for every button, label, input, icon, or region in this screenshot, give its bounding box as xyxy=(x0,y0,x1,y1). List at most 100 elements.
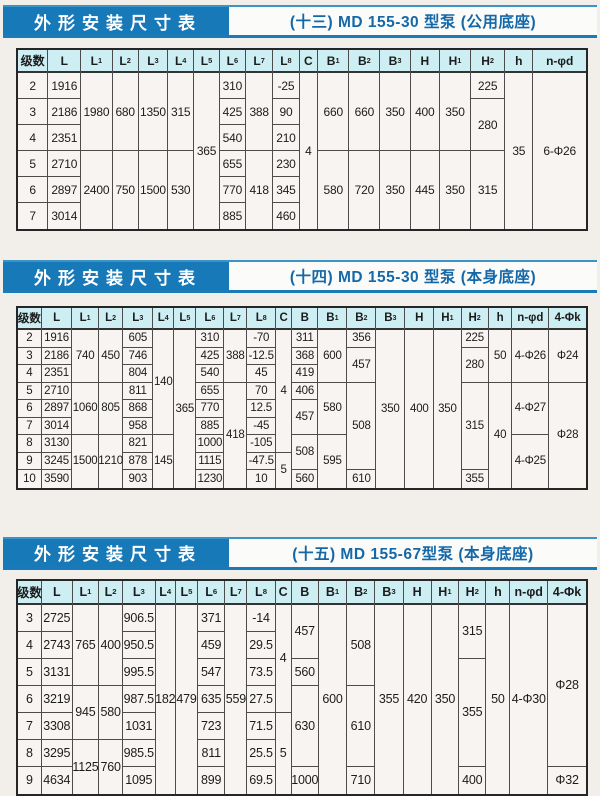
table-cell: 600 xyxy=(318,330,347,383)
table-cell: 425 xyxy=(196,348,224,365)
table-cell: 350 xyxy=(434,692,456,706)
column-header: H xyxy=(405,308,434,330)
table-cell: 595 xyxy=(323,455,342,468)
table-cell: Φ28 xyxy=(548,605,586,767)
table-cell: 350 xyxy=(381,402,400,415)
table-cell: 723 xyxy=(198,713,225,740)
table-column: L 8 -25 90 210 230 345 460 xyxy=(273,50,300,229)
table-cell: 885 xyxy=(222,209,243,223)
table-cell: 5 xyxy=(280,464,287,476)
table-cell: 457 xyxy=(347,348,376,383)
table-cell: 2351 xyxy=(41,365,72,383)
table-column: B 2 356 457 508 610 xyxy=(347,308,377,488)
table-cell: 4-Φ30 xyxy=(511,692,546,706)
table-cell: 4 xyxy=(305,144,312,158)
sections-root: 外形安装尺寸表 (十三) MD 155-30 型泵 (公用底座) 级数 2 3 4 5 6 7 L… xyxy=(3,5,597,796)
table-cell: 419 xyxy=(292,365,318,383)
table-cell: 350 xyxy=(380,73,410,151)
table-column: 级数 2 3 4 5 6 7 8 9 10 xyxy=(18,308,42,488)
table-cell: 365 xyxy=(196,144,217,158)
table-cell: 1230 xyxy=(197,472,223,485)
column-header: h xyxy=(488,308,512,330)
table-cell: 1500 xyxy=(72,455,98,468)
table-cell: 457 xyxy=(291,605,318,659)
table-cell: 5 xyxy=(279,746,287,760)
column-header: L xyxy=(41,580,72,605)
table-column: h 35 xyxy=(505,50,534,229)
table-cell: 457 xyxy=(292,400,318,435)
table-cell: 145 xyxy=(153,455,173,468)
table-cell: 10 xyxy=(23,472,36,485)
column-header: n-φd xyxy=(533,50,586,73)
table-cell: 804 xyxy=(123,365,153,383)
pump-model-title: (十四) MD 155-30 型泵 (本身底座) xyxy=(289,269,537,286)
table-column: L 4 182 xyxy=(155,580,176,794)
dimension-table: 级数 2 3 4 5 6 7 L 1916 2186 2351 2710 2897 3014 L 1 1980 2… xyxy=(16,48,588,231)
table-cell: 508 xyxy=(292,435,318,470)
table-cell: 885 xyxy=(196,418,224,435)
table-cell: 350 xyxy=(445,183,465,197)
column-header: 级数 xyxy=(17,580,42,605)
table-cell: 560 xyxy=(295,472,315,485)
section-header-band: 外形安装尺寸表 (十四) MD 155-30 型泵 (本身底座) xyxy=(3,260,597,293)
column-header: h xyxy=(486,580,510,605)
table-column: H 1 350 xyxy=(431,580,460,794)
column-header: L xyxy=(48,50,81,73)
table-cell: 770 xyxy=(219,177,246,203)
table-cell: 6 xyxy=(18,177,48,203)
table-cell: 315 xyxy=(168,73,194,151)
table-cell: 3131 xyxy=(41,659,72,686)
table-cell: 3295 xyxy=(41,740,72,767)
table-column: H 2 225 280 315 355 xyxy=(461,308,489,488)
table-cell: 425 xyxy=(219,99,246,125)
table-name-bar: 外形安装尺寸表 xyxy=(3,262,229,290)
table-cell: 530 xyxy=(170,183,191,197)
table-cell: 580 xyxy=(99,686,122,740)
table-cell: 660 xyxy=(318,73,349,151)
table-cell: 4 xyxy=(275,605,291,713)
column-header: n-φd xyxy=(512,308,549,330)
table-cell: 315 xyxy=(459,605,486,659)
table-cell: 560 xyxy=(291,659,318,686)
table-cell: 345 xyxy=(273,177,299,203)
table-cell: 1125 xyxy=(72,759,99,774)
table-column: h 50 40 xyxy=(488,308,513,488)
table-cell: 3308 xyxy=(41,713,72,740)
table-cell: 1031 xyxy=(122,713,155,740)
section-header-band: 外形安装尺寸表 (十三) MD 155-30 型泵 (公用底座) xyxy=(3,5,597,38)
column-header: C xyxy=(299,50,318,73)
table-cell: 388 xyxy=(224,330,247,383)
table-cell: 225 xyxy=(471,73,505,99)
table-cell: 70 xyxy=(247,383,276,400)
table-cell: 610 xyxy=(347,686,375,767)
table-cell: 280 xyxy=(471,99,505,151)
table-cell: 420 xyxy=(407,692,428,706)
table-cell: 2351 xyxy=(48,125,81,151)
table-cell: 878 xyxy=(123,453,153,470)
column-header: 4-Φk xyxy=(548,580,586,605)
table-column: L 5 365 xyxy=(174,308,197,488)
table-cell: 2710 xyxy=(41,383,72,400)
column-header: 级数 xyxy=(18,308,41,330)
column-header: h xyxy=(505,50,533,73)
table-cell: 7 xyxy=(29,209,36,223)
table-cell: 3 xyxy=(18,605,41,632)
table-cell: 811 xyxy=(198,740,225,767)
table-column: L 6 310 425 540 655 770 885 xyxy=(219,50,247,229)
table-cell: 580 xyxy=(323,183,344,197)
table-cell: 71.5 xyxy=(247,713,275,740)
table-column: L 5 365 xyxy=(194,50,220,229)
table-column: L 6 310 425 540 655 770 885 1000 1115 1230 xyxy=(196,308,225,488)
